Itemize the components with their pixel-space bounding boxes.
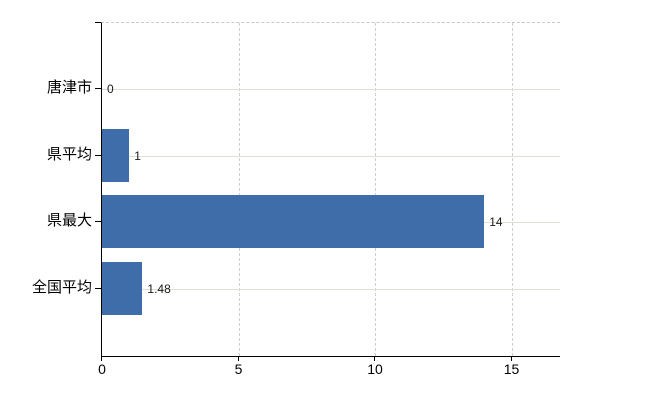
x-tick xyxy=(237,356,239,361)
category-label: 県最大 xyxy=(46,212,92,229)
x-tick xyxy=(374,356,375,361)
y-axis-end-tick xyxy=(95,22,101,23)
x-tick xyxy=(101,356,102,361)
y-tick xyxy=(95,88,101,89)
y-tick xyxy=(95,221,101,222)
bar xyxy=(102,129,130,182)
x-tick-label: 15 xyxy=(503,361,520,377)
bar-value-label: 1.48 xyxy=(147,282,171,296)
plot-area: 0 1 14 1.48 xyxy=(101,22,560,357)
v-gridline xyxy=(238,23,240,356)
bar-value-label: 1 xyxy=(134,149,141,163)
v-gridline xyxy=(375,23,376,356)
x-tick xyxy=(510,356,512,361)
h-gridline xyxy=(102,89,560,90)
x-tick-label: 10 xyxy=(367,361,383,377)
bar-value-label: 14 xyxy=(489,215,503,229)
h-gridline xyxy=(102,156,560,157)
x-tick-label: 0 xyxy=(98,361,106,377)
bar-value-label: 0 xyxy=(107,82,114,96)
y-tick xyxy=(95,155,101,156)
h-gridline xyxy=(102,289,560,290)
bar xyxy=(102,195,485,248)
x-tick-label: 5 xyxy=(234,361,243,377)
y-tick xyxy=(95,288,101,289)
v-gridline xyxy=(511,23,513,356)
category-label: 全国平均 xyxy=(31,279,92,296)
category-label: 県平均 xyxy=(46,146,92,163)
category-label: 唐津市 xyxy=(46,79,92,96)
bar xyxy=(102,262,143,315)
